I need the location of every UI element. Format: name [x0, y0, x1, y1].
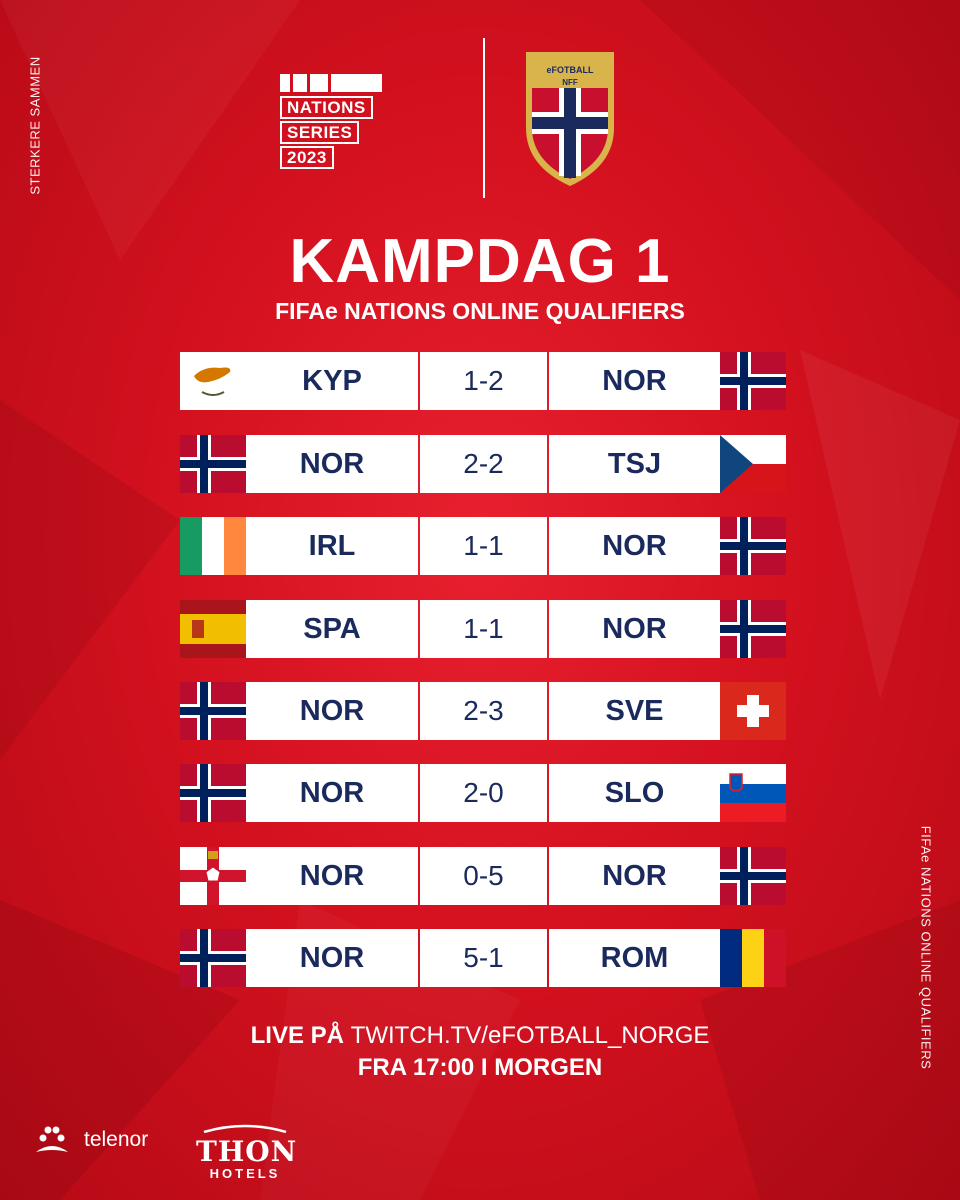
match-row: NOR 5-1 ROM — [180, 929, 800, 987]
thon-arc-icon — [203, 1124, 287, 1134]
home-team: NOR — [246, 682, 418, 740]
logo-line-1: FIFAe — [331, 74, 382, 92]
norway-flag-icon — [180, 929, 246, 987]
match-row: IRL 1-1 NOR — [180, 517, 800, 575]
match-score: 0-5 — [420, 847, 547, 905]
logo-line-3: SERIES — [280, 121, 360, 144]
home-team: KYP — [246, 352, 418, 410]
start-time: FRA 17:00 I MORGEN — [357, 1054, 603, 1081]
match-score: 1-1 — [420, 600, 547, 658]
norway-flag-icon — [180, 764, 246, 822]
away-team: TSJ — [549, 435, 720, 493]
home-team: NOR — [246, 847, 418, 905]
thon-main-label: THON — [196, 1135, 298, 1168]
thon-sub-label: HOTELS — [209, 1166, 281, 1181]
match-row: KYP 1-2 NOR — [180, 352, 800, 410]
away-team: SVE — [549, 682, 720, 740]
switzerland-flag-icon — [720, 682, 786, 740]
norway-flag-icon — [720, 517, 786, 575]
home-team: SPA — [246, 600, 418, 658]
thon-hotels-logo: THON HOTELS — [196, 1120, 298, 1181]
away-team: NOR — [549, 352, 720, 410]
home-team: IRL — [246, 517, 418, 575]
romania-flag-icon — [720, 929, 786, 987]
telenor-icon — [36, 1126, 68, 1152]
away-team: NOR — [549, 600, 720, 658]
away-team: SLO — [549, 764, 720, 822]
away-team: NOR — [549, 847, 720, 905]
home-team: NOR — [246, 435, 418, 493]
logo-line-2: NATIONS — [280, 96, 373, 119]
svg-text:eFOTBALL: eFOTBALL — [547, 65, 594, 75]
match-score: 1-2 — [420, 352, 547, 410]
live-stream-info: LIVE PÅ TWITCH.TV/eFOTBALL_NORGE — [0, 1022, 960, 1050]
home-team: NOR — [246, 764, 418, 822]
match-score: 5-1 — [420, 929, 547, 987]
norway-flag-icon — [180, 435, 246, 493]
logo-bars: FIFAe — [280, 74, 450, 92]
logo-divider — [483, 38, 485, 198]
fifae-nations-series-logo: FIFAe NATIONS SERIES 2023 — [280, 74, 450, 169]
match-score: 2-3 — [420, 682, 547, 740]
home-team: NOR — [246, 929, 418, 987]
spain-flag-icon — [180, 600, 246, 658]
telenor-logo: telenor — [30, 1120, 148, 1160]
match-row: NOR 2-2 TSJ — [180, 435, 800, 493]
northern-ireland-flag-icon — [180, 847, 246, 905]
slovenia-flag-icon — [720, 764, 786, 822]
away-team: ROM — [549, 929, 720, 987]
page-title: KAMPDAG 1 — [289, 227, 671, 296]
logo-line-4: 2023 — [280, 146, 334, 169]
czech-flag-icon — [720, 435, 786, 493]
page-subtitle: FIFAe NATIONS ONLINE QUALIFIERS — [275, 298, 685, 324]
ireland-flag-icon — [180, 517, 246, 575]
match-row: NOR 2-0 SLO — [180, 764, 800, 822]
live-prefix: LIVE PÅ — [250, 1022, 351, 1049]
match-row: NOR 2-3 SVE — [180, 682, 800, 740]
match-row: SPA 1-1 NOR — [180, 600, 800, 658]
match-score: 2-2 — [420, 435, 547, 493]
telenor-label: telenor — [84, 1128, 149, 1151]
twitch-link[interactable]: TWITCH.TV/eFOTBALL_NORGE — [350, 1022, 710, 1049]
efotball-crest-icon: eFOTBALL NFF — [526, 52, 614, 186]
side-tagline: STERKERE SAMMEN — [27, 56, 43, 195]
match-score: 1-1 — [420, 517, 547, 575]
norway-flag-icon — [720, 847, 786, 905]
norway-flag-icon — [180, 682, 246, 740]
match-row: NOR 0-5 NOR — [180, 847, 800, 905]
cyprus-flag-icon — [180, 352, 246, 410]
norway-flag-icon — [720, 600, 786, 658]
match-score: 2-0 — [420, 764, 547, 822]
away-team: NOR — [549, 517, 720, 575]
norway-flag-icon — [720, 352, 786, 410]
svg-text:NFF: NFF — [562, 78, 578, 87]
